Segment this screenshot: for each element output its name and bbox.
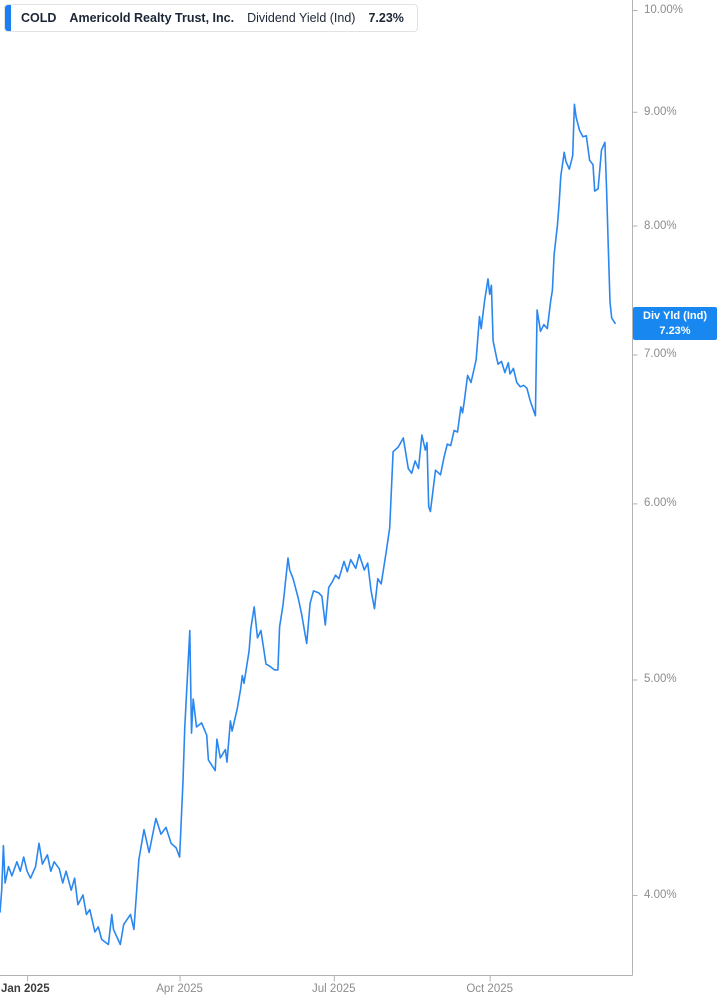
x-axis-tick-label: Jan 2025 <box>1 983 50 995</box>
last-value-badge: Div Yld (Ind) 7.23% <box>633 307 717 341</box>
company-name: Americold Realty Trust, Inc. <box>69 11 235 25</box>
y-axis-tick-label: 8.00% <box>644 219 677 232</box>
x-axis-tick-label: Oct 2025 <box>466 983 514 995</box>
ticker-symbol: COLD <box>21 11 57 25</box>
series-color-bar-icon <box>5 5 11 31</box>
axis-tick-marks <box>27 10 638 982</box>
metric-label: Dividend Yield (Ind) <box>247 11 356 25</box>
badge-metric-label: Div Yld (Ind) <box>643 310 707 323</box>
y-axis-tick-label: 6.00% <box>644 497 677 510</box>
dividend-yield-series-line <box>0 103 616 946</box>
metric-value: 7.23% <box>368 11 404 25</box>
y-axis-tick-label: 5.00% <box>644 673 677 686</box>
y-axis-tick-label: 9.00% <box>644 105 677 118</box>
y-axis-tick-label: 4.00% <box>644 889 677 901</box>
x-axis-tick-label: Apr 2025 <box>156 983 203 995</box>
ticker-legend-chip[interactable]: COLD Americold Realty Trust, Inc. Divide… <box>4 4 418 32</box>
badge-metric-value: 7.23% <box>659 325 691 338</box>
y-axis-tick-label: 7.00% <box>644 348 677 361</box>
y-axis-tick-label: 10.00% <box>644 4 684 16</box>
axis-lines <box>0 0 633 976</box>
x-axis-tick-label: Jul 2025 <box>312 983 356 995</box>
